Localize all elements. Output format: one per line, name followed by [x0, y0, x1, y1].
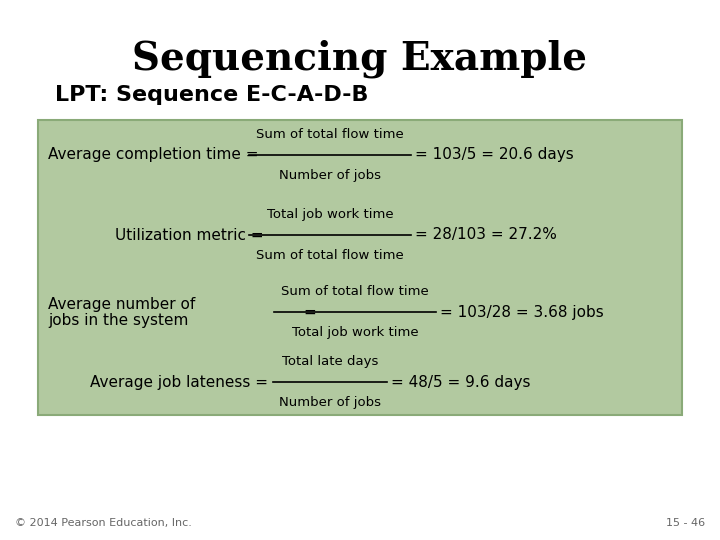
Text: = 103/28 = 3.68 jobs: = 103/28 = 3.68 jobs — [440, 305, 603, 320]
Text: = 48/5 = 9.6 days: = 48/5 = 9.6 days — [391, 375, 531, 389]
Text: = 28/103 = 27.2%: = 28/103 = 27.2% — [415, 227, 557, 242]
Text: Sum of total flow time: Sum of total flow time — [256, 249, 404, 262]
Text: 15 - 46: 15 - 46 — [666, 518, 705, 528]
Text: = 103/5 = 20.6 days: = 103/5 = 20.6 days — [415, 147, 574, 163]
Text: Sum of total flow time: Sum of total flow time — [281, 285, 429, 298]
FancyBboxPatch shape — [38, 120, 682, 415]
Text: Number of jobs: Number of jobs — [279, 396, 381, 409]
Text: Average job lateness =: Average job lateness = — [90, 375, 273, 389]
Text: jobs in the system: jobs in the system — [48, 313, 189, 327]
Text: =: = — [304, 305, 316, 320]
Text: Utilization metric =: Utilization metric = — [115, 227, 269, 242]
Text: LPT: Sequence E-C-A-D-B: LPT: Sequence E-C-A-D-B — [55, 85, 369, 105]
Text: Total job work time: Total job work time — [292, 326, 418, 339]
Text: Total job work time: Total job work time — [266, 208, 393, 221]
Text: © 2014 Pearson Education, Inc.: © 2014 Pearson Education, Inc. — [15, 518, 192, 528]
Text: Sum of total flow time: Sum of total flow time — [256, 128, 404, 141]
Text: Average completion time =: Average completion time = — [48, 147, 264, 163]
Text: Total late days: Total late days — [282, 355, 378, 368]
Text: Sequencing Example: Sequencing Example — [132, 40, 588, 78]
Text: Number of jobs: Number of jobs — [279, 169, 381, 182]
Text: Average number of: Average number of — [48, 296, 195, 312]
